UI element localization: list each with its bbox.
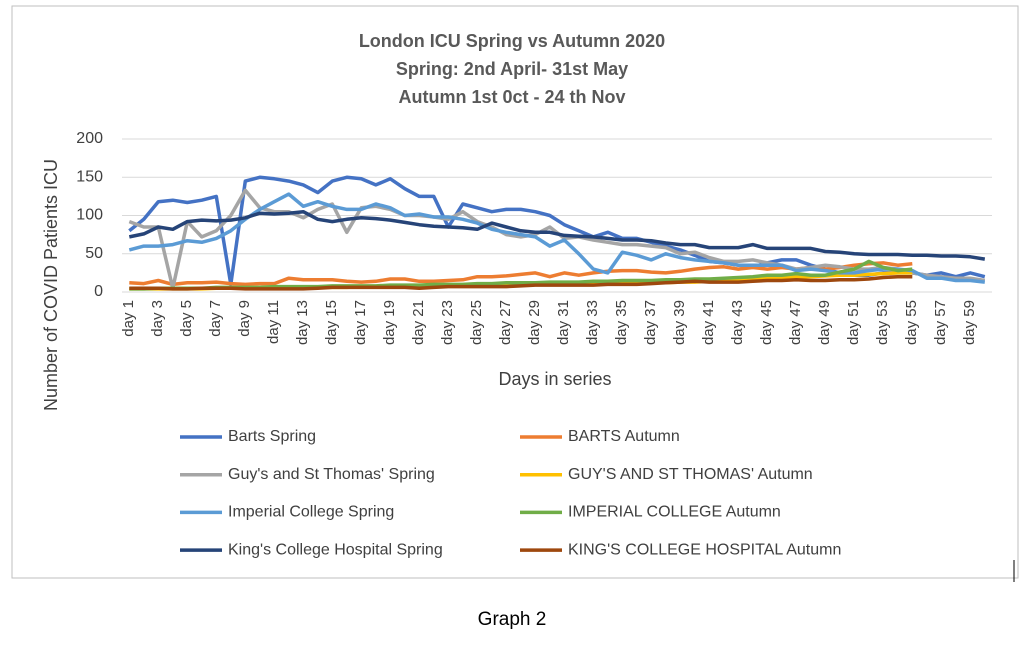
x-tick-label: day 37 — [642, 300, 659, 345]
y-tick-label: 200 — [76, 130, 103, 147]
x-tick-label: day 39 — [671, 300, 688, 345]
x-tick-label: day 43 — [729, 300, 746, 345]
chart-title: London ICU Spring vs Autumn 2020 — [359, 31, 665, 51]
x-tick-label: day 1 — [120, 300, 137, 337]
x-tick-label: day 7 — [207, 300, 224, 337]
x-tick-label: day 23 — [439, 300, 456, 345]
chart-title: Spring: 2nd April- 31st May — [396, 59, 628, 79]
x-tick-label: day 11 — [265, 300, 282, 344]
x-tick-label: day 49 — [816, 300, 833, 345]
chart-border — [11, 5, 1019, 579]
series-line — [129, 274, 913, 291]
y-axis-title: Number of COVID Patients ICU — [41, 159, 61, 411]
x-tick-label: day 5 — [178, 300, 195, 337]
legend-label: Imperial College Spring — [228, 504, 394, 521]
x-axis-title: Days in series — [498, 369, 611, 389]
x-tick-label: day 55 — [903, 300, 920, 345]
y-tick-label: 50 — [85, 245, 103, 262]
x-tick-label: day 25 — [468, 300, 485, 345]
x-tick-label: day 41 — [700, 300, 717, 345]
x-tick-label: day 47 — [787, 300, 804, 345]
x-tick-label: day 33 — [584, 300, 601, 345]
x-tick-label: day 31 — [555, 300, 572, 345]
legend-label: KING'S COLLEGE HOSPITAL Autumn — [568, 541, 841, 558]
y-tick-label: 150 — [76, 168, 103, 185]
x-tick-label: day 53 — [874, 300, 891, 345]
x-tick-label: day 29 — [526, 300, 543, 345]
y-tick-label: 0 — [94, 283, 103, 300]
legend-label: Barts Spring — [228, 428, 316, 445]
legend-label: GUY'S AND ST THOMAS' Autumn — [568, 466, 813, 483]
x-tick-label: day 35 — [613, 300, 630, 345]
series-line — [129, 261, 913, 287]
x-tick-label: day 17 — [352, 300, 369, 345]
legend-label: King's College Hospital Spring — [228, 541, 443, 558]
x-tick-label: day 45 — [758, 300, 775, 345]
x-tick-label: day 9 — [236, 300, 253, 337]
x-tick-label: day 59 — [961, 300, 978, 345]
x-tick-label: day 51 — [845, 300, 862, 345]
legend-label: BARTS Autumn — [568, 428, 680, 445]
x-tick-label: day 27 — [497, 300, 514, 345]
legend-label: IMPERIAL COLLEGE Autumn — [568, 504, 781, 521]
x-tick-label: day 13 — [294, 300, 311, 345]
series-line — [128, 209, 986, 261]
x-tick-label: day 21 — [410, 300, 427, 345]
x-tick-label: day 57 — [932, 300, 949, 345]
legend-label: Guy's and St Thomas' Spring — [228, 466, 435, 483]
x-tick-label: day 15 — [323, 300, 340, 345]
x-tick-label: day 19 — [381, 300, 398, 345]
x-tick-label: day 3 — [149, 300, 166, 337]
chart-title: Autumn 1st 0ct - 24 th Nov — [398, 87, 625, 107]
y-tick-label: 100 — [76, 207, 103, 224]
caption: Graph 2 — [478, 609, 547, 630]
